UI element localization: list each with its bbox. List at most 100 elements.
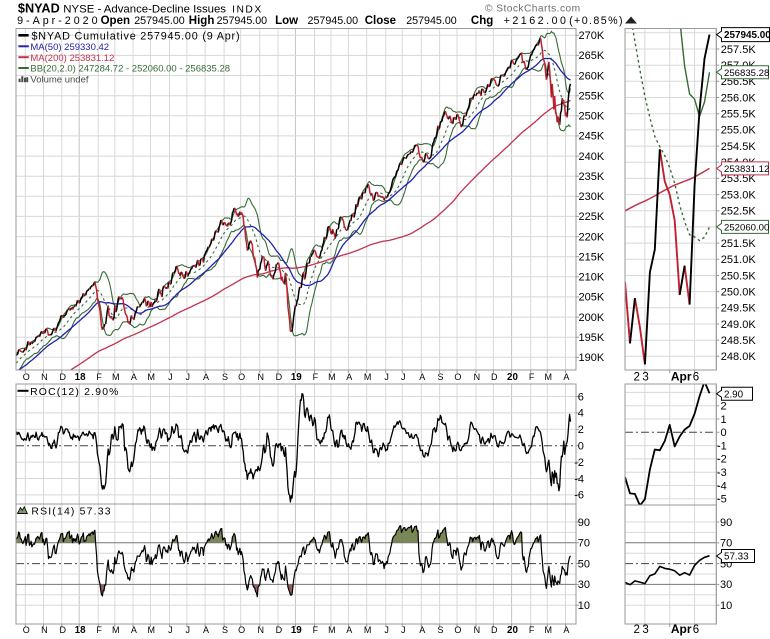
svg-text:18: 18 — [75, 625, 86, 636]
svg-text:210K: 210K — [579, 272, 605, 284]
svg-text:253.5K: 253.5K — [721, 173, 757, 185]
svg-text:D: D — [276, 625, 283, 635]
svg-text:250K: 250K — [579, 111, 605, 123]
svg-text:10: 10 — [578, 600, 590, 612]
svg-text:Apr: Apr — [671, 622, 692, 636]
svg-text:M: M — [328, 372, 336, 382]
svg-text:D: D — [59, 625, 66, 635]
svg-text:Chg: Chg — [471, 15, 493, 27]
svg-text:S: S — [222, 625, 228, 635]
svg-text:220K: 220K — [579, 231, 605, 243]
svg-text:RSI(14) 57.33: RSI(14) 57.33 — [31, 506, 111, 517]
svg-text:F: F — [313, 625, 319, 635]
svg-text:265K: 265K — [579, 50, 605, 62]
svg-text:248.5K: 248.5K — [721, 335, 757, 347]
svg-text:90: 90 — [578, 517, 590, 529]
svg-text:J: J — [384, 372, 389, 382]
svg-text:M: M — [364, 372, 372, 382]
svg-text:N: N — [257, 625, 264, 635]
svg-text:-2: -2 — [574, 457, 584, 469]
svg-text:23: 23 — [634, 372, 652, 384]
svg-text:18: 18 — [75, 372, 86, 383]
svg-text:J: J — [401, 625, 406, 635]
svg-text:249.5K: 249.5K — [721, 303, 757, 315]
svg-text:260K: 260K — [579, 70, 605, 82]
svg-text:-5: -5 — [717, 494, 727, 506]
svg-text:O: O — [454, 372, 461, 382]
svg-text:70: 70 — [578, 538, 590, 550]
svg-text:M: M — [148, 372, 156, 382]
svg-text:215K: 215K — [579, 252, 605, 264]
svg-text:4: 4 — [578, 408, 584, 420]
svg-text:230K: 230K — [579, 191, 605, 203]
svg-text:2.90: 2.90 — [724, 389, 744, 400]
svg-text:S: S — [437, 372, 443, 382]
svg-text:N: N — [474, 372, 481, 382]
svg-text:240K: 240K — [579, 151, 605, 163]
svg-text:254.5K: 254.5K — [721, 141, 757, 153]
svg-text:255K: 255K — [579, 91, 605, 103]
svg-text:200K: 200K — [579, 312, 605, 324]
svg-text:20: 20 — [507, 372, 518, 383]
svg-text:2: 2 — [578, 424, 584, 436]
svg-text:-4: -4 — [574, 473, 584, 485]
svg-text:M: M — [112, 625, 120, 635]
svg-text:257945.00: 257945.00 — [217, 15, 268, 27]
svg-text:MA(50) 259330.42: MA(50) 259330.42 — [30, 42, 109, 53]
svg-text:+2162.00: +2162.00 — [504, 15, 569, 27]
svg-text:255.5K: 255.5K — [721, 109, 757, 121]
svg-text:D: D — [491, 372, 498, 382]
svg-text:D: D — [276, 372, 283, 382]
svg-text:A: A — [346, 372, 352, 382]
svg-text:(+0.85%): (+0.85%) — [569, 15, 624, 27]
svg-text:J: J — [186, 372, 191, 382]
svg-text:J: J — [168, 625, 173, 635]
svg-text:205K: 205K — [579, 292, 605, 304]
svg-text:253831.12: 253831.12 — [724, 164, 769, 175]
svg-text:N: N — [474, 625, 481, 635]
svg-text:A: A — [203, 625, 209, 635]
svg-text:J: J — [186, 625, 191, 635]
svg-text:-2: -2 — [717, 454, 727, 466]
svg-text:M: M — [544, 625, 552, 635]
svg-text:J: J — [401, 372, 406, 382]
svg-text:255.0K: 255.0K — [721, 125, 757, 137]
svg-text:90: 90 — [720, 517, 732, 529]
svg-text:1: 1 — [721, 414, 727, 426]
svg-text:225K: 225K — [579, 211, 605, 223]
svg-text:2: 2 — [721, 401, 727, 413]
svg-text:256835.28: 256835.28 — [724, 68, 769, 79]
svg-text:$NYAD: $NYAD — [18, 2, 60, 16]
svg-text:A: A — [131, 625, 137, 635]
svg-text:ROC(12) 2.90%: ROC(12) 2.90% — [30, 387, 120, 398]
svg-text:257945.00: 257945.00 — [724, 30, 770, 41]
svg-text:F: F — [96, 625, 102, 635]
svg-text:M: M — [544, 372, 552, 382]
svg-text:251.0K: 251.0K — [721, 254, 757, 266]
svg-text:23: 23 — [634, 624, 652, 636]
svg-text:270K: 270K — [579, 30, 605, 42]
svg-text:F: F — [96, 372, 102, 382]
svg-text:S: S — [437, 625, 443, 635]
svg-text:Apr: Apr — [671, 370, 692, 384]
svg-text:6: 6 — [693, 624, 699, 636]
svg-text:Low: Low — [275, 15, 298, 27]
svg-text:250.5K: 250.5K — [721, 270, 757, 282]
svg-text:N: N — [41, 372, 48, 382]
svg-text:6: 6 — [578, 391, 584, 403]
svg-text:-1: -1 — [717, 440, 727, 452]
svg-text:10: 10 — [720, 600, 732, 612]
svg-text:Close: Close — [365, 15, 396, 27]
svg-text:57.33: 57.33 — [724, 552, 749, 563]
svg-text:F: F — [529, 372, 535, 382]
svg-text:M: M — [148, 625, 156, 635]
svg-text:256.0K: 256.0K — [721, 92, 757, 104]
svg-text:19: 19 — [291, 372, 302, 383]
svg-text:252060.00: 252060.00 — [724, 223, 769, 234]
svg-text:235K: 235K — [579, 171, 605, 183]
svg-text:A: A — [419, 372, 425, 382]
svg-text:D: D — [491, 625, 498, 635]
svg-text:253.0K: 253.0K — [721, 189, 757, 201]
svg-text:257945.00: 257945.00 — [134, 15, 185, 27]
svg-text:O: O — [238, 372, 245, 382]
